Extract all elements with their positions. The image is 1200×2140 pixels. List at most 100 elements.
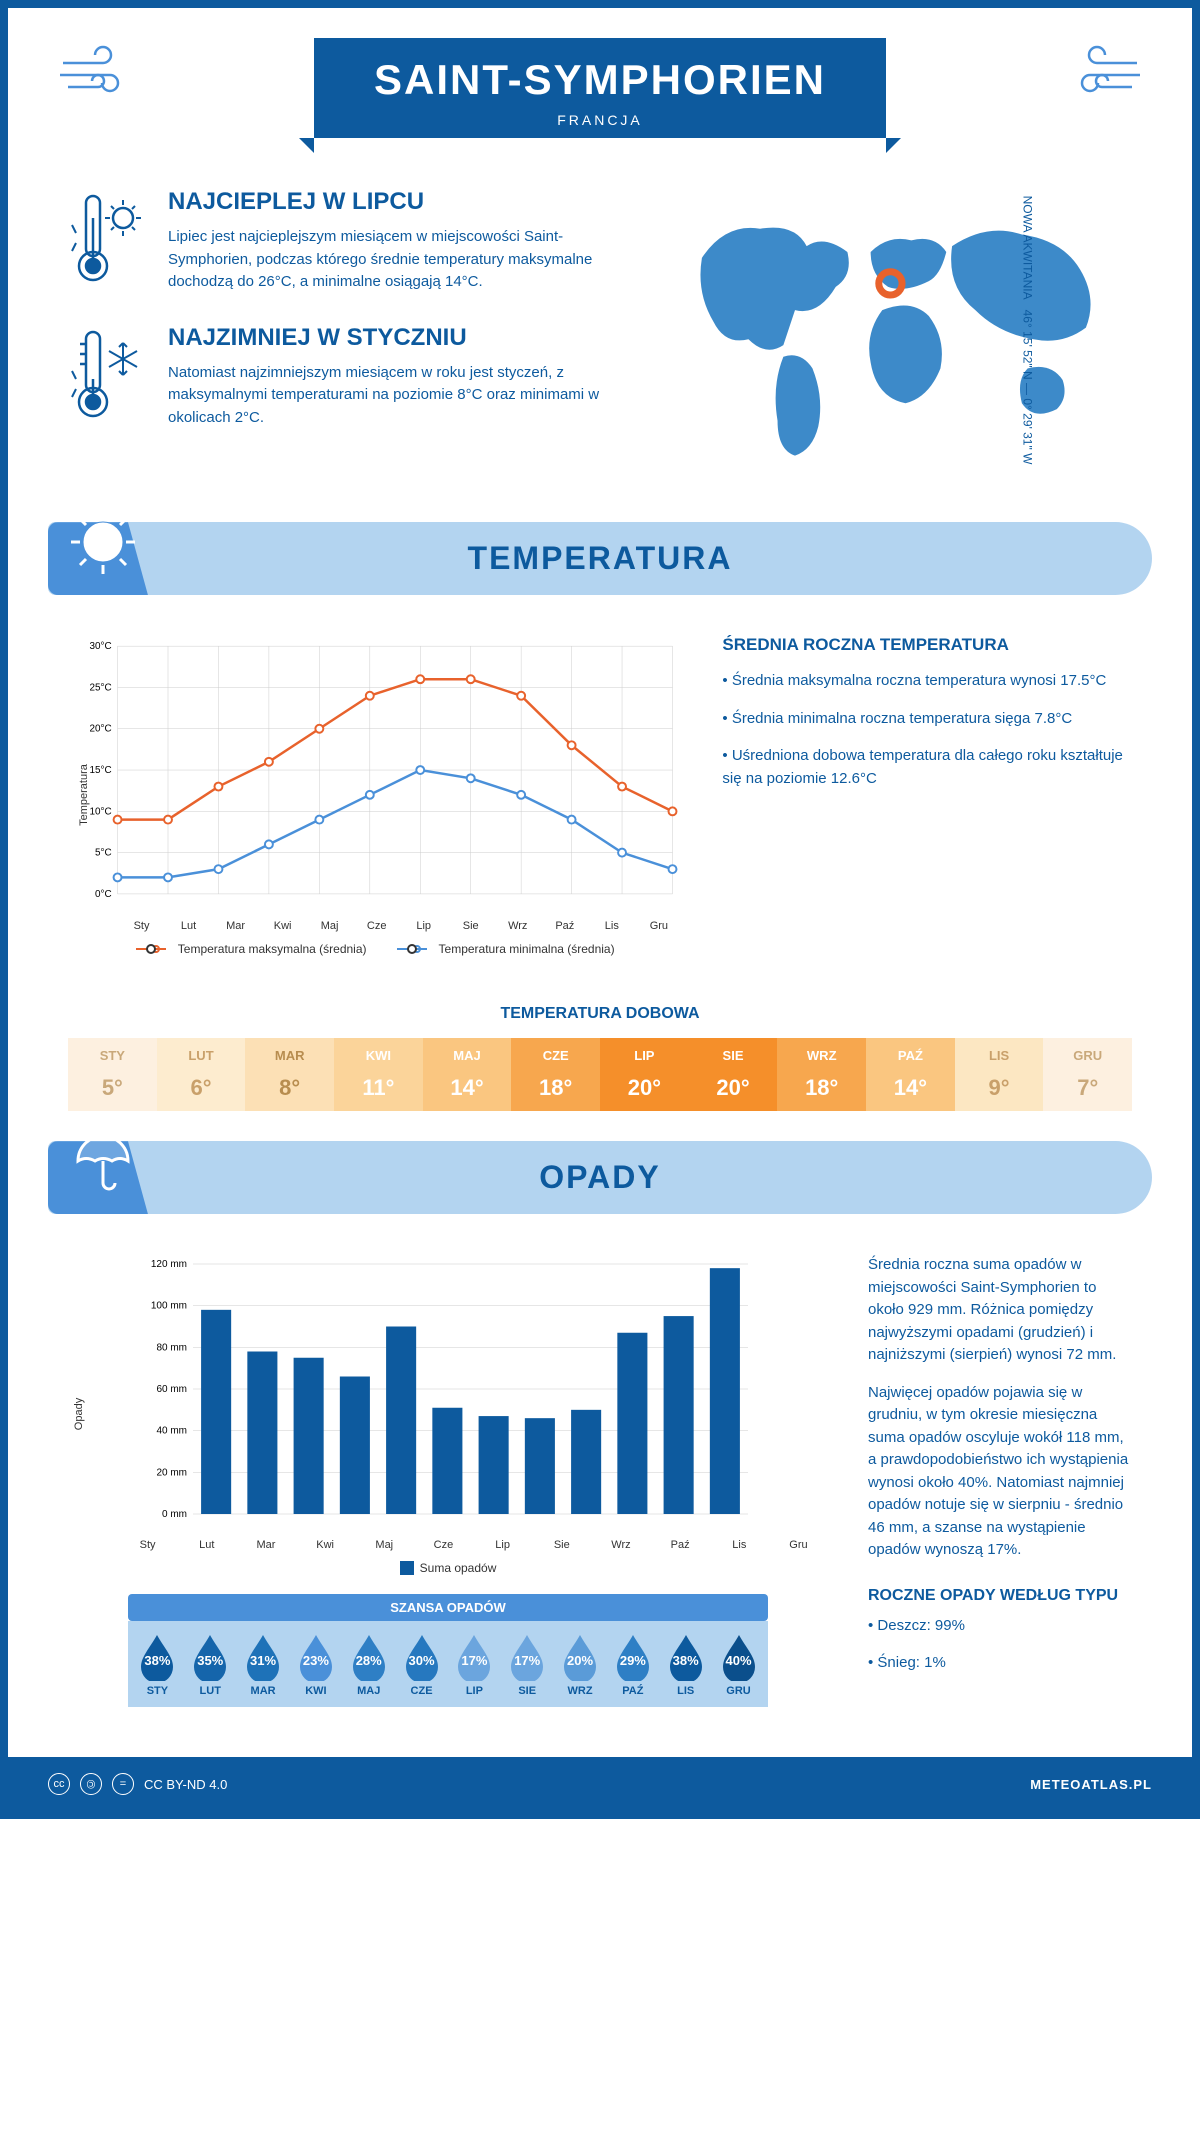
precip-type-title: ROCZNE OPADY WEDŁUG TYPU [868,1587,1132,1605]
x-tick: Paź [541,920,588,932]
svg-text:10°C: 10°C [89,807,111,818]
wind-icon [58,43,138,115]
svg-text:80 mm: 80 mm [156,1343,187,1354]
svg-text:15°C: 15°C [89,765,111,776]
nd-icon: = [112,1773,134,1795]
daily-temp-title: TEMPERATURA DOBOWA [8,1005,1192,1023]
license-text: CC BY-ND 4.0 [144,1777,227,1792]
chance-cell: 23%KWI [290,1631,341,1697]
x-tick: Cze [414,1539,473,1551]
precipitation-bar-chart: Opady 0 mm 20 mm 40 mm 60 mm 80 mm 100 mm 120 … [68,1254,828,1737]
x-tick: Lip [400,920,447,932]
x-tick: Wrz [494,920,541,932]
x-tick: Sty [118,920,165,932]
daily-temp-cell: LIP20° [600,1038,689,1111]
x-tick: Paź [651,1539,710,1551]
hottest-text: Lipiec jest najcieplejszym miesiącem w m… [168,226,627,294]
umbrella-icon [68,1126,138,1196]
temperature-section-header: TEMPERATURA [48,522,1152,595]
coldest-title: NAJZIMNIEJ W STYCZNIU [168,324,627,352]
svg-text:120 mm: 120 mm [151,1259,187,1270]
chance-cell: 17%SIE [502,1631,553,1697]
x-tick: Lip [473,1539,532,1551]
thermometer-cold-icon [68,324,148,430]
x-tick: Mar [212,920,259,932]
info-item: • Deszcz: 99% [868,1615,1132,1638]
x-tick: Kwi [259,920,306,932]
info-item: • Średnia minimalna roczna temperatura s… [722,708,1132,731]
y-axis-label: Temperatura [78,764,90,826]
section-title: TEMPERATURA [78,540,1122,577]
precipitation-section-header: OPADY [48,1141,1152,1214]
svg-text:5°C: 5°C [95,848,112,859]
daily-temp-cell: KWI11° [334,1038,423,1111]
chance-cell: 38%STY [132,1631,183,1697]
svg-text:60 mm: 60 mm [156,1384,187,1395]
legend-item: Temperatura minimalna (średnia) [397,942,615,956]
svg-text:100 mm: 100 mm [151,1301,187,1312]
temperature-info: ŚREDNIA ROCZNA TEMPERATURA • Średnia mak… [722,635,1132,955]
precipitation-chance: SZANSA OPADÓW 38%STY35%LUT31%MAR23%KWI28… [128,1594,768,1707]
hottest-title: NAJCIEPLEJ W LIPCU [168,188,627,216]
daily-temp-cell: MAJ14° [423,1038,512,1111]
daily-temp-cell: CZE18° [511,1038,600,1111]
info-item: • Średnia maksymalna roczna temperatura … [722,670,1132,693]
world-map [667,188,1132,467]
info-item: • Śnieg: 1% [868,1652,1132,1675]
cc-icon: cc [48,1773,70,1795]
chance-cell: 40%GRU [713,1631,764,1697]
daily-temp-table: STY5°LUT6°MAR8°KWI11°MAJ14°CZE18°LIP20°S… [68,1038,1132,1111]
coldest-fact: NAJZIMNIEJ W STYCZNIU Natomiast najzimni… [68,324,627,430]
svg-text:40 mm: 40 mm [156,1426,187,1437]
thermometer-hot-icon [68,188,148,294]
chance-cell: 30%CZE [396,1631,447,1697]
x-tick: Mar [236,1539,295,1551]
chance-cell: 31%MAR [238,1631,289,1697]
svg-text:30°C: 30°C [89,641,111,652]
chance-cell: 28%MAJ [343,1631,394,1697]
x-tick: Wrz [591,1539,650,1551]
precip-text-1: Średnia roczna suma opadów w miejscowośc… [868,1254,1132,1367]
x-tick: Kwi [296,1539,355,1551]
daily-temp-cell: GRU7° [1043,1038,1132,1111]
svg-text:0°C: 0°C [95,889,112,900]
daily-temp-cell: LIS9° [955,1038,1044,1111]
precipitation-info: Średnia roczna suma opadów w miejscowośc… [868,1254,1132,1737]
daily-temp-cell: WRZ18° [777,1038,866,1111]
svg-text:0 mm: 0 mm [162,1509,187,1520]
title-banner: SAINT-SYMPHORIEN FRANCJA [314,38,886,138]
x-tick: Gru [769,1539,828,1551]
svg-text:20 mm: 20 mm [156,1468,187,1479]
daily-temp-cell: SIE20° [689,1038,778,1111]
chance-cell: 20%WRZ [555,1631,606,1697]
x-tick: Maj [306,920,353,932]
intro-section: NAJCIEPLEJ W LIPCU Lipiec jest najcieple… [8,158,1192,502]
legend-item: Temperatura maksymalna (średnia) [136,942,367,956]
y-axis-label: Opady [73,1398,85,1430]
x-tick: Sie [447,920,494,932]
x-tick: Lis [710,1539,769,1551]
daily-temp-cell: STY5° [68,1038,157,1111]
precip-text-2: Najwięcej opadów pojawia się w grudniu, … [868,1382,1132,1562]
daily-temp-cell: LUT6° [157,1038,246,1111]
by-icon: 🄯 [80,1773,102,1795]
chance-cell: 38%LIS [660,1631,711,1697]
info-title: ŚREDNIA ROCZNA TEMPERATURA [722,635,1132,655]
sun-icon [68,507,138,577]
temperature-line-chart: Temperatura 0°C 5°C 10°C 15°C 20°C 25°C 30°C S… [68,635,682,955]
daily-temp-cell: MAR8° [245,1038,334,1111]
x-tick: Sie [532,1539,591,1551]
chance-title: SZANSA OPADÓW [128,1594,768,1621]
hottest-fact: NAJCIEPLEJ W LIPCU Lipiec jest najcieple… [68,188,627,294]
coldest-text: Natomiast najzimniejszym miesiącem w rok… [168,362,627,430]
svg-text:20°C: 20°C [89,724,111,735]
country-name: FRANCJA [374,112,826,128]
x-tick: Sty [118,1539,177,1551]
x-tick: Lut [165,920,212,932]
x-tick: Maj [355,1539,414,1551]
info-item: • Uśredniona dobowa temperatura dla całe… [722,745,1132,790]
x-tick: Gru [635,920,682,932]
x-tick: Lut [177,1539,236,1551]
svg-text:25°C: 25°C [89,683,111,694]
chance-cell: 35%LUT [185,1631,236,1697]
